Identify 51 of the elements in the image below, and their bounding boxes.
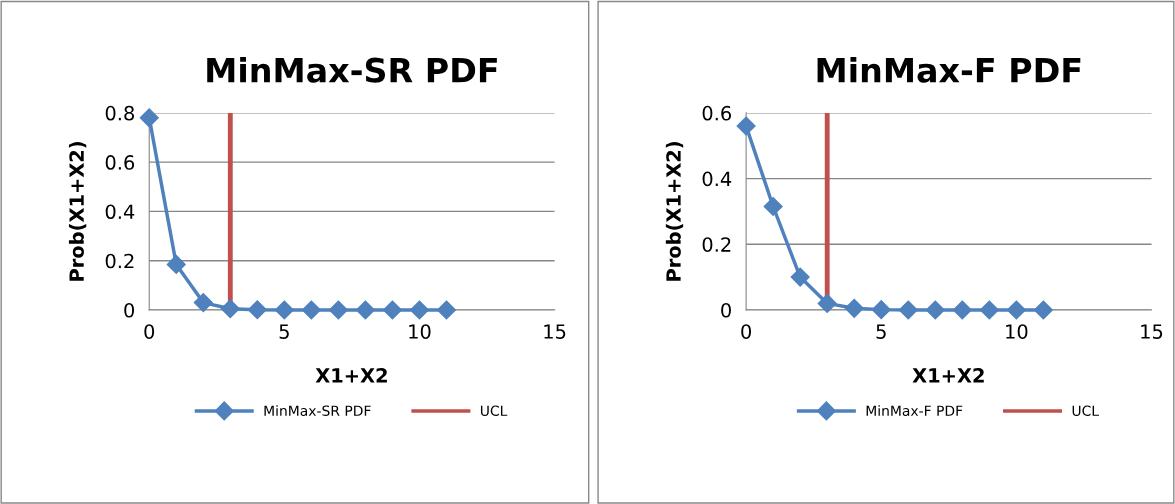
x-tick-label: 10 bbox=[1006, 324, 1028, 339]
y-tick-label: 0 bbox=[124, 302, 135, 318]
point bbox=[328, 300, 348, 320]
point bbox=[979, 300, 999, 320]
point bbox=[736, 116, 756, 136]
point bbox=[817, 293, 837, 313]
x-tick-label: 15 bbox=[544, 324, 566, 339]
point bbox=[139, 108, 159, 128]
point bbox=[871, 300, 891, 320]
x-axis-title: X1+X2 bbox=[315, 368, 387, 383]
chart-title: MinMax-F PDF bbox=[817, 57, 1081, 83]
x-tick-label: 5 bbox=[279, 324, 289, 339]
y-axis-title: Prob(X1+X2) bbox=[68, 141, 87, 281]
point bbox=[898, 300, 918, 320]
chart-title: MinMax-SR PDF bbox=[207, 57, 497, 83]
point bbox=[925, 300, 945, 320]
x-tick-label: 0 bbox=[741, 324, 752, 339]
y-tick-label: 0.4 bbox=[105, 204, 135, 220]
y-tick-label: 0 bbox=[721, 302, 731, 318]
point bbox=[301, 300, 321, 320]
y-tick-label: 0.6 bbox=[702, 105, 732, 121]
point bbox=[844, 298, 864, 318]
x-tick-label: 10 bbox=[409, 324, 431, 339]
point bbox=[790, 267, 810, 287]
point bbox=[193, 293, 213, 313]
point bbox=[409, 300, 430, 320]
y-tick-label: 0.8 bbox=[105, 105, 135, 121]
y-tick-label: 0.2 bbox=[702, 237, 731, 252]
point bbox=[436, 300, 457, 320]
x-tick-label: 0 bbox=[144, 324, 155, 339]
point bbox=[382, 300, 402, 320]
point bbox=[247, 300, 267, 320]
point bbox=[763, 196, 783, 217]
y-tick-label: 0.2 bbox=[105, 253, 134, 269]
legend-label: MinMax-SR PDF bbox=[264, 405, 371, 416]
point bbox=[952, 300, 972, 320]
x-tick-label: 15 bbox=[1141, 324, 1163, 339]
point bbox=[1006, 300, 1026, 320]
y-tick-label: 0.6 bbox=[105, 155, 135, 170]
legend-label: UCL bbox=[480, 405, 508, 416]
point bbox=[220, 299, 240, 319]
x-axis-title: X1+X2 bbox=[912, 368, 984, 383]
point bbox=[166, 254, 186, 274]
point bbox=[274, 300, 294, 320]
point bbox=[1033, 300, 1053, 320]
y-axis-title: Prob(X1+X2) bbox=[665, 141, 684, 281]
y-tick-label: 0.4 bbox=[702, 171, 732, 187]
x-tick-label: 5 bbox=[876, 324, 886, 339]
legend-label: UCL bbox=[1072, 405, 1099, 416]
point bbox=[355, 300, 375, 320]
legend-label: MinMax-F PDF bbox=[866, 405, 963, 416]
